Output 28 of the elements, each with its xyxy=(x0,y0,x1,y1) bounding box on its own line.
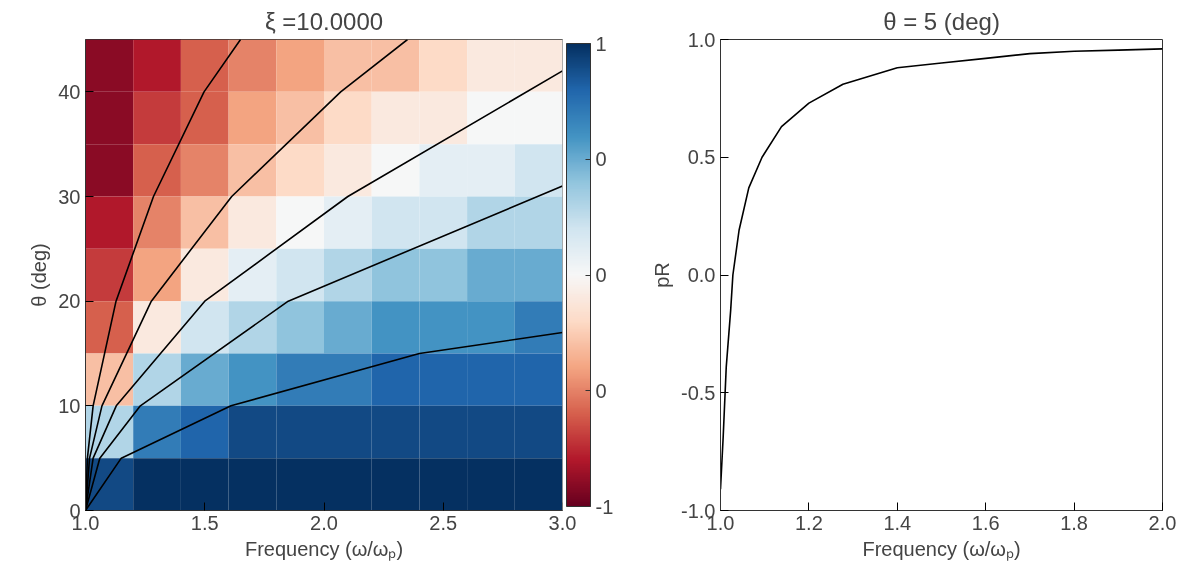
color-bar-label: 1 xyxy=(595,32,607,55)
x-tick-label: 1.4 xyxy=(883,511,912,534)
x-tick-label: 2.0 xyxy=(310,511,338,534)
x-tick-label: 1.2 xyxy=(795,511,823,534)
x-tick-label: 1.6 xyxy=(971,511,1000,534)
y-tick-label: 1.0 xyxy=(687,28,716,51)
color-bar-label: 0 xyxy=(595,264,607,286)
y-tick-label: 0.5 xyxy=(687,146,716,169)
x-axis-title: Frequency (ω/ωₚ) xyxy=(862,537,1021,561)
color-bar-label: 0 xyxy=(595,148,607,171)
y-tick-label: 30 xyxy=(58,185,81,208)
chart-title: θ = 5 (deg) xyxy=(883,7,1000,35)
x-tick-label: 1.5 xyxy=(190,511,219,534)
y-axis-title: pR xyxy=(651,262,674,288)
color-bar-label: -1 xyxy=(595,495,614,518)
chart-title: ξ =10.0000 xyxy=(264,7,384,35)
x-tick-label: 2.0 xyxy=(1148,511,1177,534)
x-tick-label: 1.8 xyxy=(1060,511,1089,534)
x-tick-label: 2.5 xyxy=(429,511,458,534)
x-tick-label: 3.0 xyxy=(548,511,577,534)
x-axis-title: Frequency (ω/ωₚ) xyxy=(244,537,404,561)
y-tick-label: 10 xyxy=(58,394,81,417)
y-tick-label: -0.5 xyxy=(681,381,716,404)
color-bar-label: 0 xyxy=(595,379,607,402)
y-tick-label: 20 xyxy=(58,290,81,313)
y-axis-title: θ (deg) xyxy=(28,243,51,307)
y-tick-label: 0.0 xyxy=(687,264,716,286)
y-tick-label: 40 xyxy=(58,80,81,103)
